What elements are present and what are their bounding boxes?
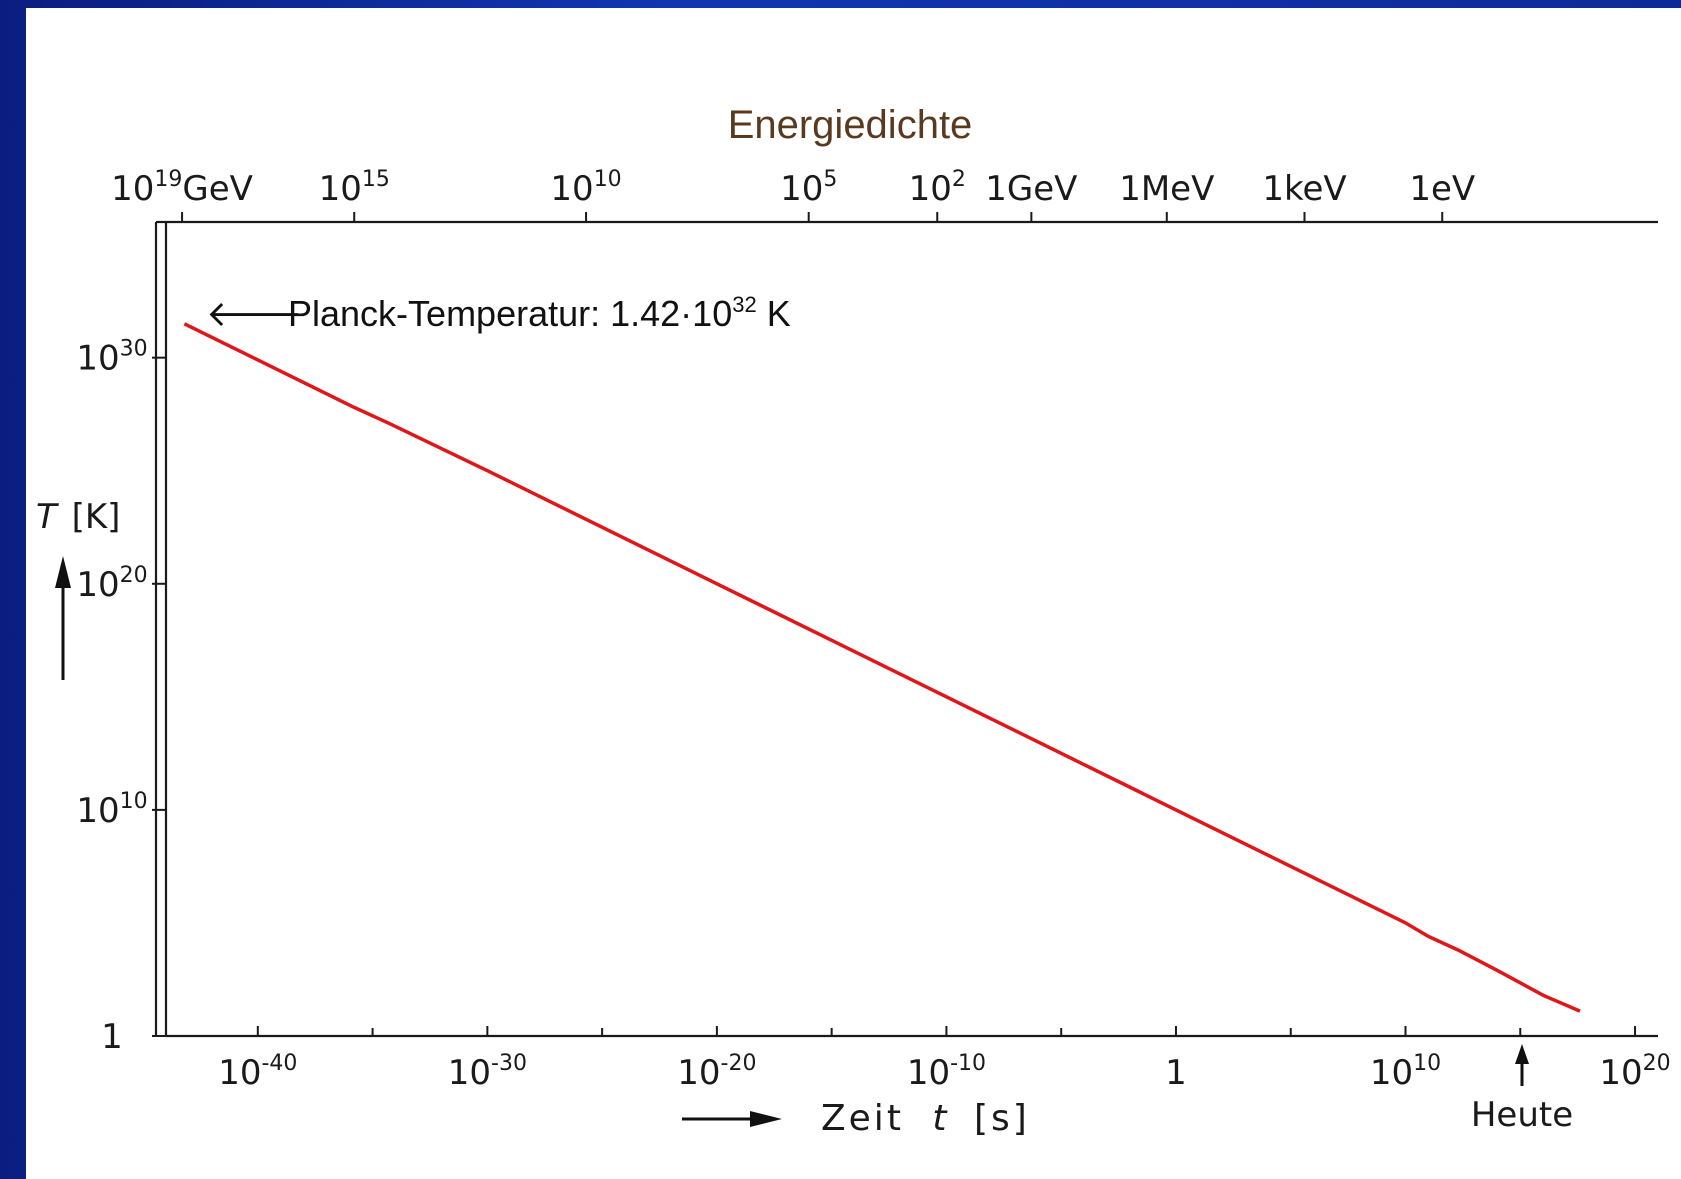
up-arrow-icon <box>1515 1044 1529 1064</box>
x-tick-label: 10-40 <box>218 1051 297 1093</box>
top-tick-label: 1010 <box>550 167 621 209</box>
y-axis-ticks: 1 1010 1020 1030 <box>76 337 166 1057</box>
top-tick-label: 1keV <box>1262 169 1346 209</box>
planck-annotation: 🡐 Planck-Temperatur: 1.42·1032 K <box>206 292 791 334</box>
top-tick-label: 1GeV <box>985 169 1077 209</box>
x-axis-ticks: 10-40 10-30 10-20 10-10 1 1010 1020 <box>218 1026 1671 1093</box>
x-tick-label: 1 <box>1165 1053 1187 1093</box>
top-tick-label: 105 <box>780 167 837 209</box>
x-tick-label: 10-10 <box>907 1051 986 1093</box>
left-arrow-icon: 🡐 <box>206 293 303 334</box>
today-marker: Heute <box>1471 1044 1573 1135</box>
y-axis-variable: T [K] <box>36 497 120 537</box>
right-arrow-icon <box>750 1111 782 1127</box>
y-tick-label: 1020 <box>76 563 147 605</box>
top-tick-label: 1MeV <box>1119 169 1214 209</box>
y-tick-label: 1010 <box>76 789 147 831</box>
x-tick-label: 10-20 <box>677 1051 756 1093</box>
top-tick-label: 1eV <box>1409 169 1475 209</box>
y-axis-title: T [K] <box>36 497 120 680</box>
top-energy-axis-ticks: 1019GeV 1015 1010 105 102 1GeV 1MeV 1keV 1eV <box>111 167 1475 222</box>
x-tick-label: 1010 <box>1370 1051 1441 1093</box>
top-tick-label: 102 <box>909 167 966 209</box>
top-tick-label: 1015 <box>319 167 390 209</box>
axes <box>154 220 1658 1038</box>
chart-panel: Energiedichte 10-40 10-30 10-20 10-10 1 1010 1… <box>26 8 1681 1179</box>
top-tick-label: 1019GeV <box>111 167 253 209</box>
y-tick-label: 1030 <box>76 337 147 379</box>
planck-annotation-text: Planck-Temperatur: 1.42·1032 K <box>288 292 791 334</box>
x-axis-title: Zeit t [s] <box>682 1098 1030 1139</box>
x-tick-label: 1020 <box>1599 1051 1670 1093</box>
x-axis-label: Zeit t [s] <box>821 1098 1030 1139</box>
series-line <box>183 322 1581 1013</box>
today-label: Heute <box>1471 1095 1573 1135</box>
up-arrow-icon <box>55 556 71 588</box>
y-tick-label: 1 <box>101 1017 123 1057</box>
series-group <box>183 322 1581 1013</box>
chart-title: Energiedichte <box>728 103 973 147</box>
x-tick-label: 10-30 <box>448 1051 527 1093</box>
temperature-time-chart: Energiedichte 10-40 10-30 10-20 10-10 1 1010 1… <box>36 103 1671 1139</box>
